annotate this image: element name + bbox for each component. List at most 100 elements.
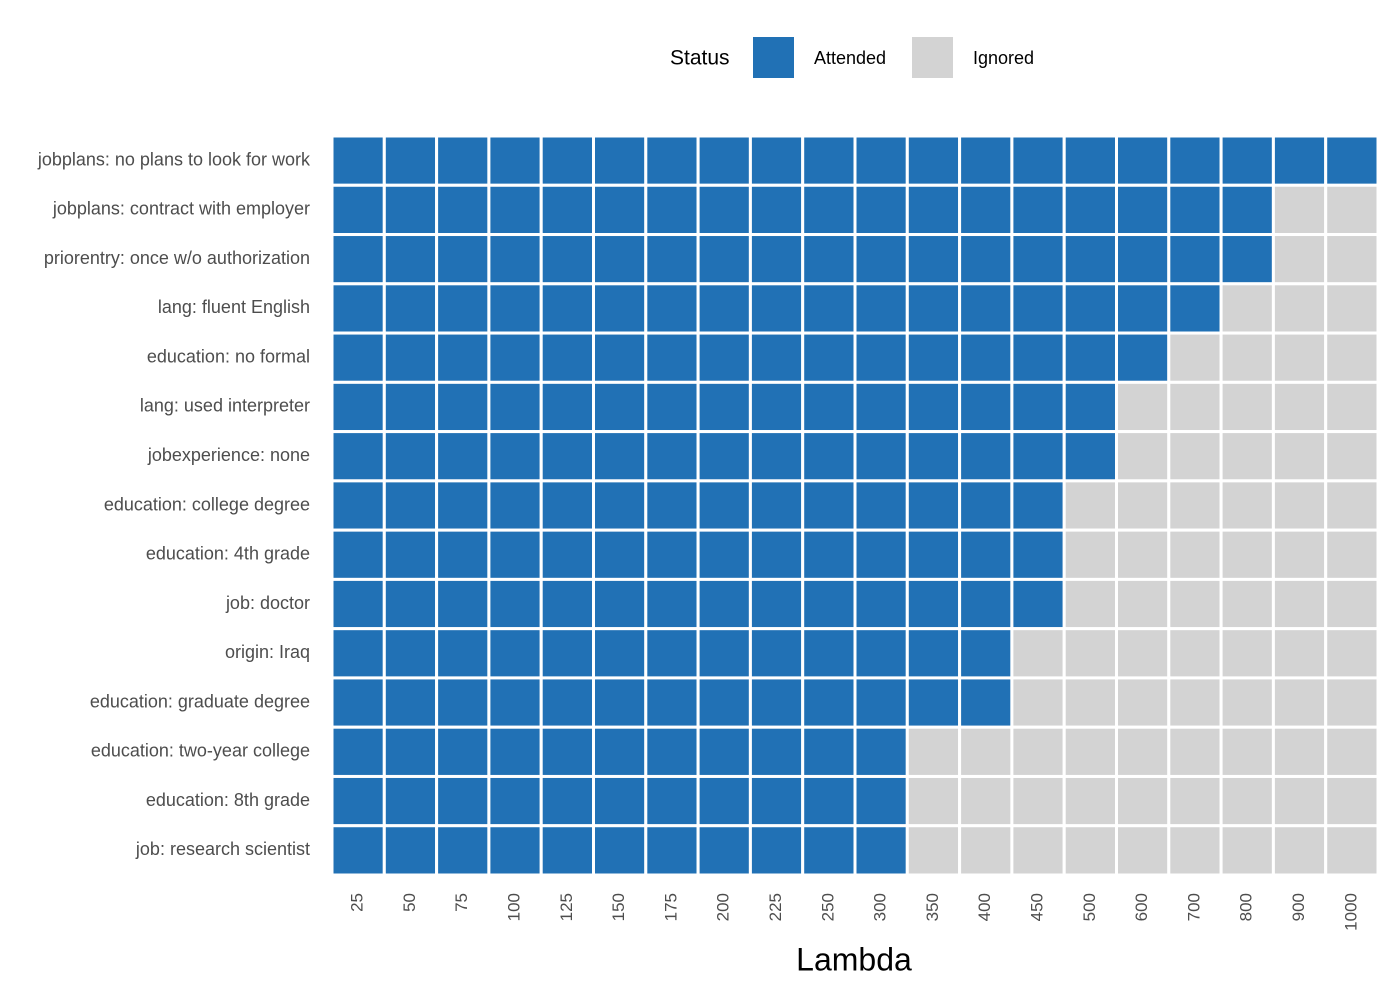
tile (1010, 627, 1066, 680)
tile (1271, 331, 1328, 384)
tile (801, 331, 857, 384)
tile (958, 577, 1014, 631)
tile (330, 627, 386, 680)
legend-swatch (912, 37, 953, 78)
tile (1062, 380, 1118, 434)
tile (1167, 577, 1223, 631)
tile (1115, 824, 1171, 877)
tile (748, 331, 805, 384)
tile (592, 331, 648, 384)
tile (382, 331, 439, 384)
tile (330, 430, 386, 483)
tile (644, 824, 700, 877)
x-tick-label: 50 (400, 893, 419, 912)
tile (644, 134, 700, 187)
x-tick-label: 350 (923, 893, 942, 921)
x-tick-label: 200 (714, 893, 733, 921)
tile (592, 725, 648, 778)
tile (1010, 282, 1066, 335)
tile (1010, 183, 1066, 237)
tile (1115, 380, 1171, 434)
tile (1271, 134, 1328, 187)
tile (382, 380, 439, 434)
tile (1219, 331, 1275, 384)
tile (1219, 577, 1275, 631)
y-tick-label: jobexperience: none (147, 445, 310, 465)
tile (748, 233, 805, 286)
tile (1167, 183, 1223, 237)
tile (1219, 774, 1275, 828)
tile (1115, 134, 1171, 187)
tile (1062, 430, 1118, 483)
tile (801, 774, 857, 828)
x-tick-label: 175 (661, 893, 680, 921)
tile (905, 479, 962, 532)
tile (1219, 676, 1275, 729)
tile (1062, 479, 1118, 532)
tile (487, 233, 543, 286)
tile (1010, 577, 1066, 631)
tile (905, 331, 962, 384)
tile (487, 134, 543, 187)
tile (435, 134, 491, 187)
tile (330, 233, 386, 286)
x-tick-label: 1000 (1341, 893, 1360, 931)
tile (1010, 479, 1066, 532)
tile (330, 380, 386, 434)
tile (435, 479, 491, 532)
tile (539, 134, 596, 187)
tile (1167, 233, 1223, 286)
tile (801, 282, 857, 335)
tile (1167, 725, 1223, 778)
tile (1062, 233, 1118, 286)
tile (382, 282, 439, 335)
y-tick-label: jobplans: contract with employer (52, 199, 310, 219)
tile (487, 824, 543, 877)
tile (382, 430, 439, 483)
tile (1115, 183, 1171, 237)
x-tick-label: 250 (818, 893, 837, 921)
tile (1167, 676, 1223, 729)
tile (592, 479, 648, 532)
y-tick-label: lang: fluent English (158, 297, 310, 317)
tile (539, 430, 596, 483)
tile (644, 577, 700, 631)
tile (958, 331, 1014, 384)
legend-label: Attended (814, 48, 886, 68)
tile (592, 577, 648, 631)
x-tick-label: 600 (1132, 893, 1151, 921)
tile (958, 479, 1014, 532)
tile (801, 380, 857, 434)
tile (801, 183, 857, 237)
x-tick-label: 125 (557, 893, 576, 921)
x-tick-label: 75 (452, 893, 471, 912)
y-tick-label: job: research scientist (135, 839, 310, 859)
tile (853, 725, 909, 778)
tile (1324, 725, 1380, 778)
tile (1062, 282, 1118, 335)
legend-title: Status (670, 47, 730, 70)
y-tick-label: education: 8th grade (146, 790, 310, 810)
tile (1115, 479, 1171, 532)
tile (853, 331, 909, 384)
tile (958, 183, 1014, 237)
tile (853, 479, 909, 532)
x-tick-label: 150 (609, 893, 628, 921)
tile (330, 824, 386, 877)
tile (958, 824, 1014, 877)
tile (801, 824, 857, 877)
x-axis-title: Lambda (796, 941, 912, 977)
tile (1167, 134, 1223, 187)
tile (1271, 479, 1328, 532)
tile (435, 725, 491, 778)
x-tick-label: 100 (505, 893, 524, 921)
tile (1115, 430, 1171, 483)
tile (1324, 331, 1380, 384)
tile (330, 528, 386, 581)
tile (905, 528, 962, 581)
tile (801, 577, 857, 631)
tile (1324, 134, 1380, 187)
tile (1219, 430, 1275, 483)
tile (1219, 479, 1275, 532)
